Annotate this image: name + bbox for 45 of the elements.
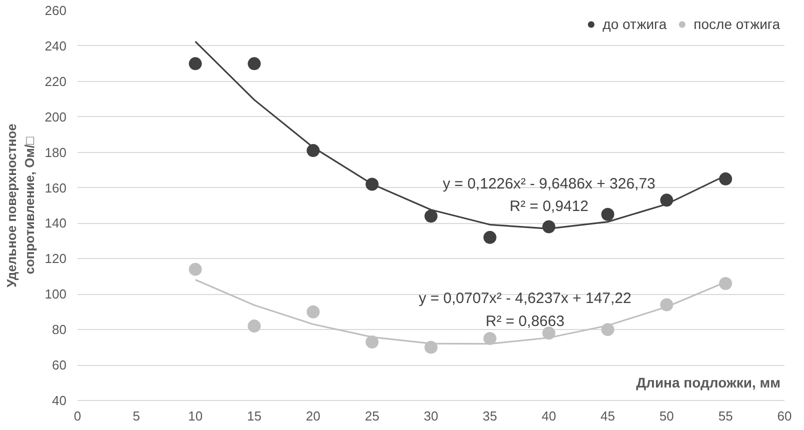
y-tick-label: 180 <box>44 144 67 160</box>
point <box>483 332 496 345</box>
x-tick-label: 55 <box>718 408 733 424</box>
y-tick-label: 100 <box>44 286 67 302</box>
y-axis-title: Удельное поверхностное сопротивление, Ом/□ <box>4 124 37 288</box>
x-tick-label: 30 <box>424 408 438 424</box>
x-tick-label: 45 <box>600 408 615 424</box>
point <box>366 336 379 348</box>
x-tick-label: 60 <box>777 408 792 424</box>
y-tick-label: 200 <box>44 109 67 124</box>
y-tick-label: 160 <box>44 180 67 196</box>
y-tick-label: 40 <box>52 393 67 408</box>
y-tick-label: 240 <box>44 38 67 54</box>
x-tick-label: 50 <box>659 408 674 424</box>
x-tick-label: 35 <box>482 408 498 424</box>
point <box>483 230 496 244</box>
y-tick-label: 60 <box>52 358 67 373</box>
legend-label: после отжига <box>694 16 780 32</box>
point <box>248 57 261 70</box>
x-tick-label: 0 <box>74 408 82 424</box>
point <box>306 305 320 318</box>
x-tick-label: 5 <box>132 408 140 424</box>
y-tick-label: 220 <box>44 74 67 89</box>
point <box>601 208 614 221</box>
annotation: y = 0,0707x² - 4,6237x + 147,22 <box>418 290 632 308</box>
y-tick-label: 80 <box>52 322 67 338</box>
annotation: R² = 0,8663 <box>486 312 564 330</box>
point <box>719 172 732 186</box>
point <box>248 320 261 333</box>
legend-label: до отжига <box>602 16 667 32</box>
x-tick-label: 40 <box>542 408 556 424</box>
y-tick-label: 140 <box>44 216 67 231</box>
x-tick-label: 15 <box>247 408 262 424</box>
x-tick-label: 20 <box>306 408 320 424</box>
x-tick-label: 10 <box>188 408 203 424</box>
y-tick-label: 120 <box>44 251 67 266</box>
y-tick-label: 260 <box>44 3 67 18</box>
annotation: R² = 0,9412 <box>510 198 588 216</box>
annotation: y = 0,1226x² - 9,6486x + 326,73 <box>442 176 656 193</box>
point <box>188 262 202 276</box>
x-tick-label: 25 <box>364 408 380 424</box>
point <box>719 277 732 290</box>
point <box>424 210 438 223</box>
point <box>188 57 202 70</box>
x-axis-title: Длина подложки, мм <box>636 374 781 390</box>
